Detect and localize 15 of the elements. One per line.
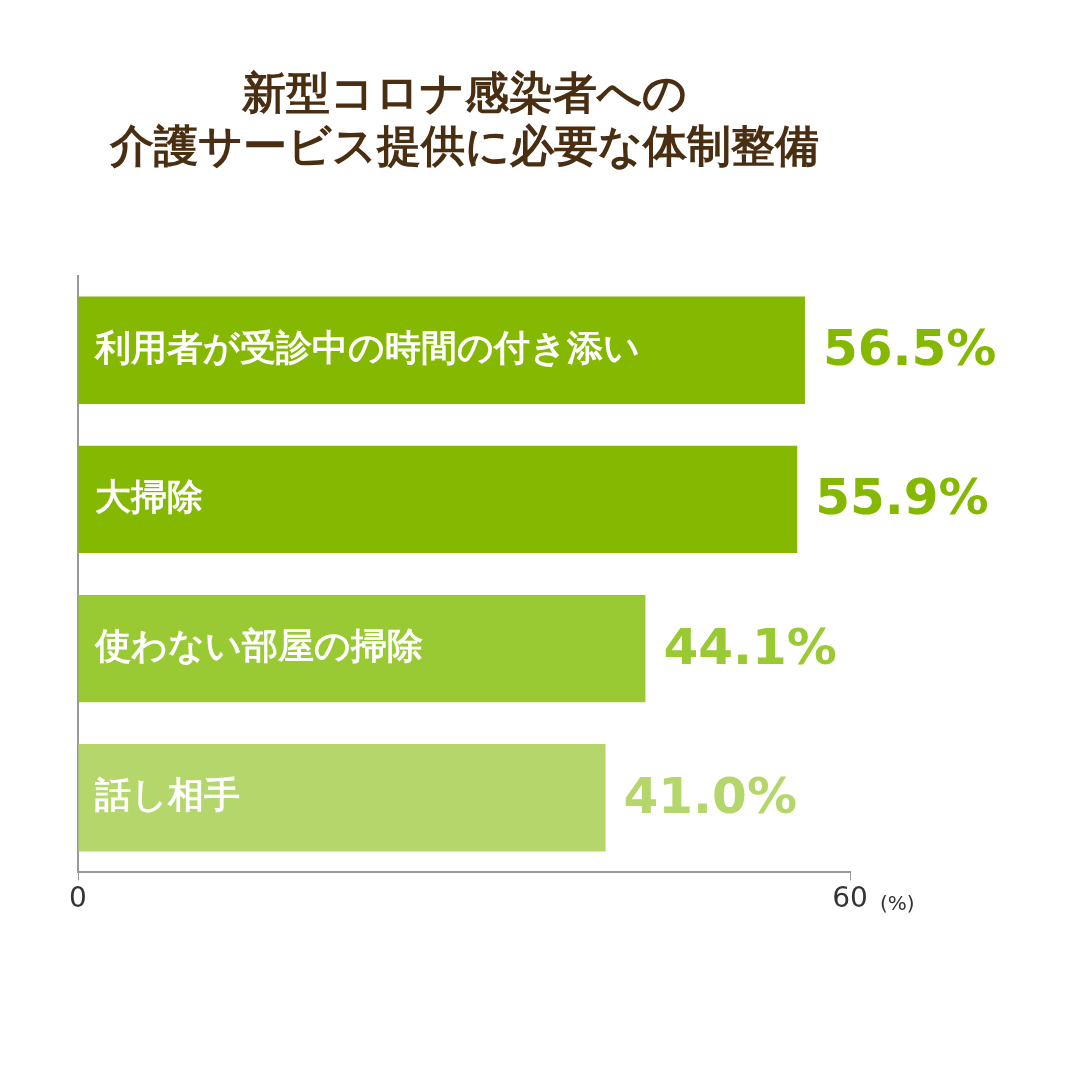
data-label: 41.0% — [623, 766, 797, 825]
data-label: 55.9% — [815, 468, 989, 527]
chart-title: 新型コロナ感染者への介護サービス提供に必要な体制整備 — [108, 66, 819, 171]
bar — [78, 445, 798, 554]
y-tick-label: 使わない部屋の掃除 — [92, 624, 423, 666]
x-tick-label: 60 — [832, 881, 868, 915]
bar — [78, 594, 646, 703]
y-tick-label: 大掃除 — [94, 475, 203, 517]
x-axis-title: (%) — [880, 890, 915, 915]
y-tick-label: 利用者が受診中の時間の付き添い — [92, 326, 640, 368]
bar — [78, 744, 606, 852]
data-label: 56.5% — [822, 319, 997, 378]
data-label: 44.1% — [663, 617, 837, 676]
y-tick-label: 話し相手 — [93, 774, 240, 816]
x-tick-label: 0 — [69, 881, 87, 915]
